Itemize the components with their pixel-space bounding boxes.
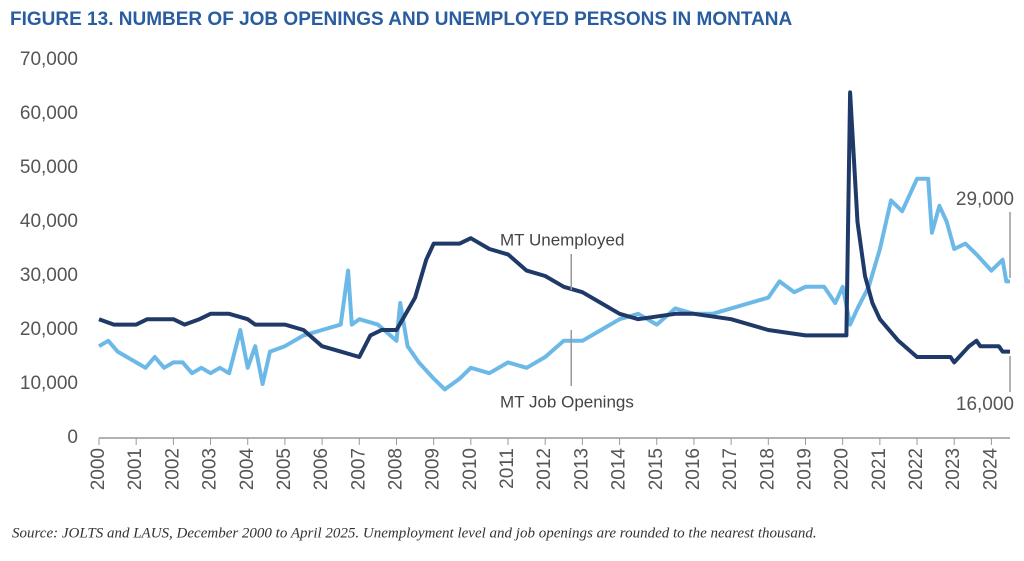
x-tick-label: 2005 <box>274 448 295 490</box>
x-tick-label: 2001 <box>125 448 146 490</box>
x-tick-label: 2016 <box>683 448 704 490</box>
x-tick-label: 2021 <box>869 448 890 490</box>
y-tick-label: 10,000 <box>20 373 78 394</box>
y-tick-label: 50,000 <box>20 157 78 178</box>
series-line <box>97 176 1010 392</box>
x-tick-label: 2019 <box>795 448 816 490</box>
x-tick-label: 2015 <box>646 448 667 490</box>
annotation: MT Job Openings <box>500 392 634 411</box>
x-tick-label: 2010 <box>460 448 481 490</box>
series-line <box>98 90 1010 365</box>
source-note: Source: JOLTS and LAUS, December 2000 to… <box>12 525 817 541</box>
y-tick-label: 0 <box>67 427 78 448</box>
x-tick-label: 2002 <box>162 448 183 490</box>
y-tick-label: 70,000 <box>20 49 78 70</box>
x-tick-label: 2018 <box>757 448 778 490</box>
x-tick-label: 2012 <box>534 448 555 490</box>
x-tick-label: 2017 <box>720 448 741 490</box>
y-tick-label: 30,000 <box>20 265 78 286</box>
x-tick-label: 2007 <box>348 448 369 490</box>
x-tick-label: 2003 <box>200 448 221 490</box>
x-tick-label: 2013 <box>571 448 592 490</box>
x-tick-label: 2022 <box>906 448 927 490</box>
y-tick-label: 40,000 <box>20 211 78 232</box>
x-tick-label: 2009 <box>423 448 444 490</box>
x-tick-label: 2000 <box>88 448 109 490</box>
annotation: 29,000 <box>956 189 1014 210</box>
annotation: 16,000 <box>956 394 1014 415</box>
x-tick-label: 2023 <box>943 448 964 490</box>
x-tick-label: 2014 <box>609 448 630 491</box>
x-tick-label: 2011 <box>497 448 518 489</box>
chart-title: FIGURE 13. NUMBER OF JOB OPENINGS AND UN… <box>10 9 793 30</box>
x-tick-label: 2006 <box>311 448 332 490</box>
x-tick-label: 2024 <box>980 448 1001 491</box>
y-tick-label: 20,000 <box>20 319 78 340</box>
x-tick-label: 2008 <box>385 448 406 490</box>
y-tick-label: 60,000 <box>20 103 78 124</box>
x-tick-label: 2020 <box>832 448 853 490</box>
x-tick-label: 2004 <box>237 448 258 491</box>
annotation: MT Unemployed <box>500 230 624 249</box>
